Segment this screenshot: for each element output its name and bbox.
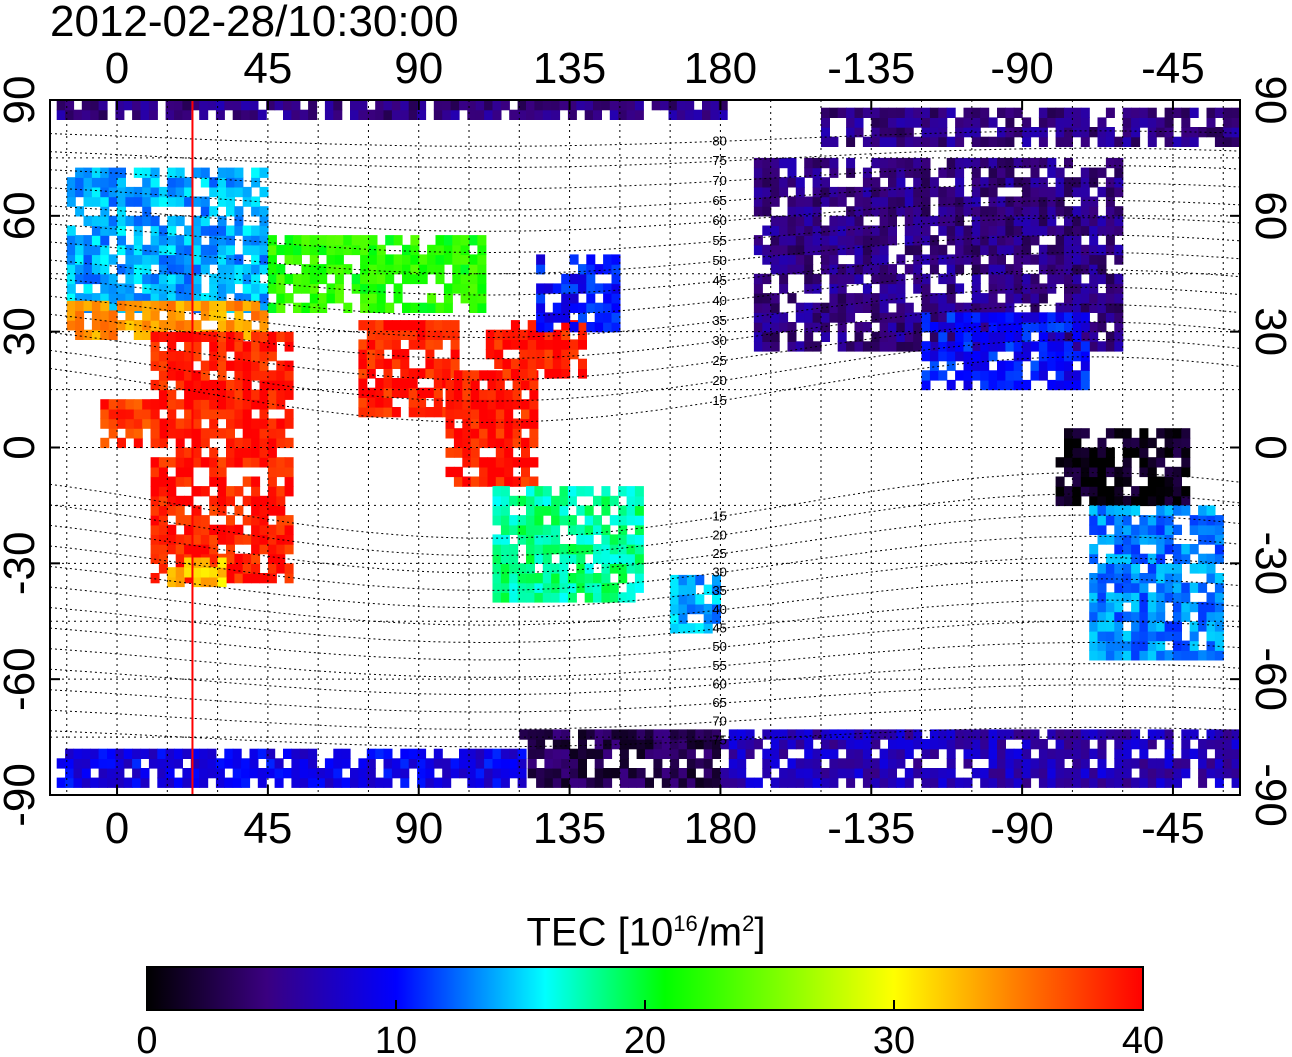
contour-label: 20 [712, 527, 726, 542]
left-lat-tick-label: 60 [0, 191, 44, 240]
top-lon-tick-label: 135 [533, 44, 606, 93]
contour-label: 60 [712, 676, 726, 691]
contour-label: 40 [712, 293, 726, 308]
bottom-longitude-axis: 0 45 90 135 180 -135 -90 -45 [105, 785, 1205, 853]
contour-label: 80 [712, 133, 726, 148]
contour-label: 35 [712, 313, 726, 328]
colorbar-tick-label: 30 [873, 1020, 915, 1057]
left-lat-tick-label: -30 [0, 532, 44, 596]
bottom-lon-tick-label: 45 [243, 804, 292, 853]
right-lat-tick-label: 0 [1246, 435, 1292, 459]
tec-region-europe [66, 167, 269, 313]
tec-region-antarctica-east [519, 729, 721, 788]
tec-region-us-south [921, 312, 1090, 391]
colorbar-tick-label: 40 [1122, 1020, 1164, 1057]
top-lon-tick-label: 90 [394, 44, 443, 93]
bottom-lon-tick-label: 90 [394, 804, 443, 853]
contour-label: 50 [712, 253, 726, 268]
contour-label: 45 [712, 273, 726, 288]
contour-label: 65 [712, 695, 726, 710]
contour-label: 55 [712, 658, 726, 673]
tec-region-india [358, 320, 460, 418]
left-lat-tick-label: 0 [0, 435, 44, 459]
right-lat-tick-label: -60 [1246, 647, 1292, 711]
top-lon-tick-label: -135 [827, 44, 915, 93]
left-lat-tick-label: -60 [0, 647, 44, 711]
top-longitude-axis: 0 45 90 135 180 -135 -90 -45 [105, 44, 1205, 110]
colorbar-tick-label: 20 [624, 1020, 666, 1057]
bottom-lon-tick-label: 135 [533, 804, 606, 853]
left-lat-tick-label: -90 [0, 763, 44, 827]
magnetic-contours: 80 75 70 65 60 55 50 45 40 35 30 25 20 15 15 20 25 30 35 40… [50, 130, 1240, 747]
tec-region-japan [536, 254, 621, 333]
tec-region-asia-mid [267, 235, 487, 313]
contour-label: 50 [712, 639, 726, 654]
left-latitude-axis: 90 60 30 0 -30 -60 -90 [0, 76, 60, 827]
tec-region-arctic-top [56, 100, 728, 120]
tec-region-mediterranean [66, 300, 269, 340]
tec-region-antarctica-west [720, 729, 1240, 788]
right-lat-tick-label: 90 [1246, 76, 1292, 125]
contour-label: 75 [712, 732, 726, 747]
contour-label: 70 [712, 714, 726, 729]
top-lon-tick-label: 180 [684, 44, 757, 93]
right-lat-tick-label: -30 [1246, 532, 1292, 596]
tec-region-west-africa [100, 399, 160, 449]
contour-label: 55 [712, 233, 726, 248]
bottom-lon-tick-label: -45 [1141, 804, 1205, 853]
contour-label: 70 [712, 173, 726, 188]
contour-label: 45 [712, 621, 726, 636]
contour-label: 15 [712, 393, 726, 408]
tec-region-se-asia [445, 370, 539, 487]
bottom-lon-tick-label: 180 [684, 804, 757, 853]
tec-region-south-america-north [1055, 428, 1191, 507]
top-lon-tick-label: 45 [243, 44, 292, 93]
colorbar-tick-label: 10 [375, 1020, 417, 1057]
left-lat-tick-label: 30 [0, 307, 44, 356]
right-lat-tick-label: -90 [1246, 763, 1292, 827]
contour-label: 25 [712, 353, 726, 368]
right-lat-tick-label: 60 [1246, 191, 1292, 240]
contour-label: 30 [712, 333, 726, 348]
tec-region-africa [150, 331, 294, 584]
bottom-lon-tick-label: -135 [827, 804, 915, 853]
contour-label: 65 [712, 193, 726, 208]
timestamp: 2012-02-28/10:30:00 [50, 0, 459, 46]
tec-data-layer [56, 100, 1240, 788]
graticule [50, 100, 1240, 795]
tec-region-antarctica-strip [56, 748, 527, 788]
contour-label: 15 [712, 509, 726, 524]
colorbar-title: TEC [1016/m2] [526, 910, 766, 955]
contour-label: 20 [712, 373, 726, 388]
tec-region-greenland [821, 107, 1240, 147]
contour-label: 30 [712, 565, 726, 580]
top-lon-tick-label: 0 [105, 44, 129, 93]
contour-label: 40 [712, 602, 726, 617]
bottom-lon-tick-label: -90 [990, 804, 1054, 853]
tec-region-south-america-south [1089, 505, 1224, 661]
contour-label: 75 [712, 153, 726, 168]
tec-region-east-asia-south [485, 320, 587, 379]
top-lon-tick-label: -90 [990, 44, 1054, 93]
right-latitude-axis: 90 60 30 0 -30 -60 -90 [1230, 76, 1292, 827]
top-lon-tick-label: -45 [1141, 44, 1205, 93]
contour-label: 35 [712, 583, 726, 598]
colorbar-tick-label: 0 [136, 1020, 157, 1057]
tec-region-nz [670, 574, 721, 634]
bottom-lon-tick-label: 0 [105, 804, 129, 853]
contour-label: 60 [712, 213, 726, 228]
contour-label: 25 [712, 546, 726, 561]
right-lat-tick-label: 30 [1246, 307, 1292, 356]
left-lat-tick-label: 90 [0, 76, 44, 125]
tec-region-australia [492, 486, 644, 603]
colorbar-ticks: 0 10 20 30 40 [136, 1000, 1164, 1057]
